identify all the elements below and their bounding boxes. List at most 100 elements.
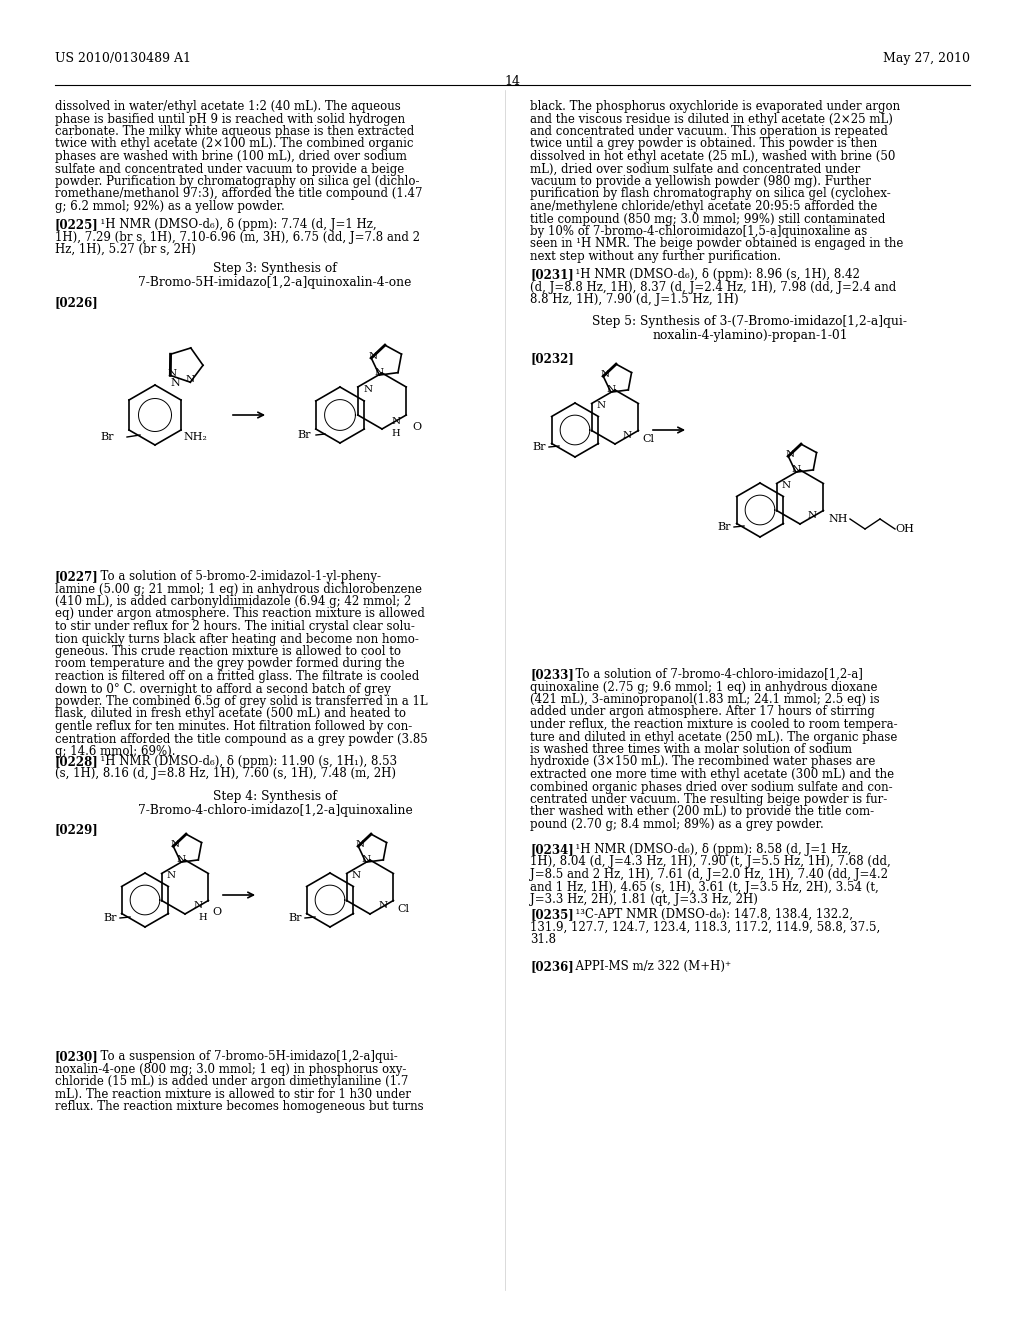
Text: ¹H NMR (DMSO-d₆), δ (ppm): 7.74 (d, J=1 Hz,: ¹H NMR (DMSO-d₆), δ (ppm): 7.74 (d, J=1 … (93, 218, 377, 231)
Text: [0236]: [0236] (530, 960, 573, 973)
Text: [0234]: [0234] (530, 843, 573, 855)
Text: J=3.3 Hz, 2H), 1.81 (qt, J=3.3 Hz, 2H): J=3.3 Hz, 2H), 1.81 (qt, J=3.3 Hz, 2H) (530, 894, 758, 906)
Text: lamine (5.00 g; 21 mmol; 1 eq) in anhydrous dichlorobenzene: lamine (5.00 g; 21 mmol; 1 eq) in anhydr… (55, 582, 422, 595)
Text: title compound (850 mg; 3.0 mmol; 99%) still contaminated: title compound (850 mg; 3.0 mmol; 99%) s… (530, 213, 886, 226)
Text: ¹H NMR (DMSO-d₆), δ (ppm): 11.90 (s, 1H₁), 8.53: ¹H NMR (DMSO-d₆), δ (ppm): 11.90 (s, 1H₁… (93, 755, 397, 768)
Text: N: N (781, 482, 791, 491)
Text: extracted one more time with ethyl acetate (300 mL) and the: extracted one more time with ethyl aceta… (530, 768, 894, 781)
Text: twice until a grey powder is obtained. This powder is then: twice until a grey powder is obtained. T… (530, 137, 878, 150)
Text: N: N (355, 840, 365, 849)
Text: twice with ethyl acetate (2×100 mL). The combined organic: twice with ethyl acetate (2×100 mL). The… (55, 137, 414, 150)
Text: eq) under argon atmosphere. This reaction mixture is allowed: eq) under argon atmosphere. This reactio… (55, 607, 425, 620)
Text: and the viscous residue is diluted in ethyl acetate (2×25 mL): and the viscous residue is diluted in et… (530, 112, 893, 125)
Text: (410 mL), is added carbonyldiimidazole (6.94 g; 42 mmol; 2: (410 mL), is added carbonyldiimidazole (… (55, 595, 412, 609)
Text: N: N (606, 384, 615, 393)
Text: carbonate. The milky white aqueous phase is then extracted: carbonate. The milky white aqueous phase… (55, 125, 415, 139)
Text: Cl: Cl (397, 904, 409, 913)
Text: powder. Purification by chromatography on silica gel (dichlo-: powder. Purification by chromatography o… (55, 176, 420, 187)
Text: ane/methylene chloride/ethyl acetate 20:95:5 afforded the: ane/methylene chloride/ethyl acetate 20:… (530, 201, 878, 213)
Text: (d, J=8.8 Hz, 1H), 8.37 (d, J=2.4 Hz, 1H), 7.98 (dd, J=2.4 and: (d, J=8.8 Hz, 1H), 8.37 (d, J=2.4 Hz, 1H… (530, 281, 896, 293)
Text: H: H (199, 912, 207, 921)
Text: ther washed with ether (200 mL) to provide the title com-: ther washed with ether (200 mL) to provi… (530, 805, 874, 818)
Text: hydroxide (3×150 mL). The recombined water phases are: hydroxide (3×150 mL). The recombined wat… (530, 755, 876, 768)
Text: OH: OH (895, 524, 913, 535)
Text: Step 3: Synthesis of: Step 3: Synthesis of (213, 261, 337, 275)
Text: vacuum to provide a yellowish powder (980 mg). Further: vacuum to provide a yellowish powder (98… (530, 176, 870, 187)
Text: reaction is filtered off on a fritted glass. The filtrate is cooled: reaction is filtered off on a fritted gl… (55, 671, 419, 682)
Text: black. The phosphorus oxychloride is evaporated under argon: black. The phosphorus oxychloride is eva… (530, 100, 900, 114)
Text: ture and diluted in ethyl acetate (250 mL). The organic phase: ture and diluted in ethyl acetate (250 m… (530, 730, 897, 743)
Text: room temperature and the grey powder formed during the: room temperature and the grey powder for… (55, 657, 404, 671)
Text: N: N (167, 871, 175, 880)
Text: gentle reflux for ten minutes. Hot filtration followed by con-: gentle reflux for ten minutes. Hot filtr… (55, 719, 413, 733)
Text: To a suspension of 7-bromo-5H-imidazo[1,2-a]qui-: To a suspension of 7-bromo-5H-imidazo[1,… (93, 1049, 397, 1063)
Text: Step 5: Synthesis of 3-(7-Bromo-imidazo[1,2-a]qui-: Step 5: Synthesis of 3-(7-Bromo-imidazo[… (593, 315, 907, 327)
Text: [0230]: [0230] (55, 1049, 98, 1063)
Text: quinoxaline (2.75 g; 9.6 mmol; 1 eq) in anhydrous dioxane: quinoxaline (2.75 g; 9.6 mmol; 1 eq) in … (530, 681, 878, 693)
Text: is washed three times with a molar solution of sodium: is washed three times with a molar solut… (530, 743, 852, 756)
Text: O: O (412, 422, 421, 432)
Text: N: N (596, 401, 605, 411)
Text: May 27, 2010: May 27, 2010 (883, 51, 970, 65)
Text: noxalin-4-one (800 mg; 3.0 mmol; 1 eq) in phosphorus oxy-: noxalin-4-one (800 mg; 3.0 mmol; 1 eq) i… (55, 1063, 407, 1076)
Text: N: N (601, 370, 610, 379)
Text: combined organic phases dried over sodium sulfate and con-: combined organic phases dried over sodiu… (530, 780, 893, 793)
Text: J=8.5 and 2 Hz, 1H), 7.61 (d, J=2.0 Hz, 1H), 7.40 (dd, J=4.2: J=8.5 and 2 Hz, 1H), 7.61 (d, J=2.0 Hz, … (530, 869, 888, 880)
Text: ¹H NMR (DMSO-d₆), δ (ppm): 8.58 (d, J=1 Hz,: ¹H NMR (DMSO-d₆), δ (ppm): 8.58 (d, J=1 … (568, 843, 851, 855)
Text: pound (2.70 g; 8.4 mmol; 89%) as a grey powder.: pound (2.70 g; 8.4 mmol; 89%) as a grey … (530, 818, 823, 832)
Text: next step without any further purification.: next step without any further purificati… (530, 249, 781, 263)
Text: 31.8: 31.8 (530, 933, 556, 946)
Text: 7-Bromo-4-chloro-imidazo[1,2-a]quinoxaline: 7-Bromo-4-chloro-imidazo[1,2-a]quinoxali… (137, 804, 413, 817)
Text: N: N (194, 902, 203, 911)
Text: 131.9, 127.7, 124.7, 123.4, 118.3, 117.2, 114.9, 58.8, 37.5,: 131.9, 127.7, 124.7, 123.4, 118.3, 117.2… (530, 920, 881, 933)
Text: O: O (212, 907, 221, 917)
Text: geneous. This crude reaction mixture is allowed to cool to: geneous. This crude reaction mixture is … (55, 645, 401, 657)
Text: ¹H NMR (DMSO-d₆), δ (ppm): 8.96 (s, 1H), 8.42: ¹H NMR (DMSO-d₆), δ (ppm): 8.96 (s, 1H),… (568, 268, 860, 281)
Text: Br: Br (288, 913, 301, 923)
Text: down to 0° C. overnight to afford a second batch of grey: down to 0° C. overnight to afford a seco… (55, 682, 391, 696)
Text: [0232]: [0232] (530, 352, 573, 366)
Text: Br: Br (297, 430, 310, 440)
Text: dissolved in hot ethyl acetate (25 mL), washed with brine (50: dissolved in hot ethyl acetate (25 mL), … (530, 150, 895, 162)
Text: N: N (792, 465, 801, 474)
Text: N: N (171, 840, 180, 849)
Text: Cl: Cl (642, 434, 654, 444)
Text: Step 4: Synthesis of: Step 4: Synthesis of (213, 789, 337, 803)
Text: N: N (170, 378, 180, 388)
Text: [0226]: [0226] (55, 296, 98, 309)
Text: N: N (375, 367, 384, 376)
Text: N: N (391, 417, 400, 425)
Text: NH₂: NH₂ (183, 432, 207, 442)
Text: H: H (392, 429, 400, 437)
Text: Br: Br (100, 432, 114, 442)
Text: to stir under reflux for 2 hours. The initial crystal clear solu-: to stir under reflux for 2 hours. The in… (55, 620, 415, 634)
Text: powder. The combined 6.5g of grey solid is transferred in a 1L: powder. The combined 6.5g of grey solid … (55, 696, 428, 708)
Text: To a solution of 7-bromo-4-chloro-imidazo[1,2-a]: To a solution of 7-bromo-4-chloro-imidaz… (568, 668, 863, 681)
Text: centrated under vacuum. The resulting beige powder is fur-: centrated under vacuum. The resulting be… (530, 793, 887, 807)
Text: 8.8 Hz, 1H), 7.90 (d, J=1.5 Hz, 1H): 8.8 Hz, 1H), 7.90 (d, J=1.5 Hz, 1H) (530, 293, 738, 306)
Text: N: N (785, 450, 795, 459)
Text: tion quickly turns black after heating and become non homo-: tion quickly turns black after heating a… (55, 632, 419, 645)
Text: g; 6.2 mmol; 92%) as a yellow powder.: g; 6.2 mmol; 92%) as a yellow powder. (55, 201, 285, 213)
Text: N: N (369, 351, 378, 360)
Text: reflux. The reaction mixture becomes homogeneous but turns: reflux. The reaction mixture becomes hom… (55, 1100, 424, 1113)
Text: To a solution of 5-bromo-2-imidazol-1-yl-pheny-: To a solution of 5-bromo-2-imidazol-1-yl… (93, 570, 381, 583)
Text: by 10% of 7-bromo-4-chloroimidazo[1,5-a]quinoxaline as: by 10% of 7-bromo-4-chloroimidazo[1,5-a]… (530, 224, 867, 238)
Text: N: N (808, 511, 816, 520)
Text: noxalin-4-ylamino)-propan-1-01: noxalin-4-ylamino)-propan-1-01 (652, 329, 848, 342)
Text: N: N (364, 385, 373, 395)
Text: phases are washed with brine (100 mL), dried over sodium: phases are washed with brine (100 mL), d… (55, 150, 407, 162)
Text: purification by flash chromatography on silica gel (cyclohex-: purification by flash chromatography on … (530, 187, 891, 201)
Text: ¹³C-APT NMR (DMSO-d₆): 147.8, 138.4, 132.2,: ¹³C-APT NMR (DMSO-d₆): 147.8, 138.4, 132… (568, 908, 853, 921)
Text: US 2010/0130489 A1: US 2010/0130489 A1 (55, 51, 191, 65)
Text: [0225]: [0225] (55, 218, 98, 231)
Text: [0229]: [0229] (55, 822, 98, 836)
Text: [0233]: [0233] (530, 668, 573, 681)
Text: N: N (351, 871, 360, 880)
Text: flask, diluted in fresh ethyl acetate (500 mL) and heated to: flask, diluted in fresh ethyl acetate (5… (55, 708, 406, 721)
Text: 7-Bromo-5H-imidazo[1,2-a]quinoxalin-4-one: 7-Bromo-5H-imidazo[1,2-a]quinoxalin-4-on… (138, 276, 412, 289)
Text: added under argon atmosphere. After 17 hours of stirring: added under argon atmosphere. After 17 h… (530, 705, 874, 718)
Text: 1H), 7.29 (br s, 1H), 7.10-6.96 (m, 3H), 6.75 (dd, J=7.8 and 2: 1H), 7.29 (br s, 1H), 7.10-6.96 (m, 3H),… (55, 231, 420, 243)
Text: [0231]: [0231] (530, 268, 573, 281)
Text: phase is basified until pH 9 is reached with solid hydrogen: phase is basified until pH 9 is reached … (55, 112, 406, 125)
